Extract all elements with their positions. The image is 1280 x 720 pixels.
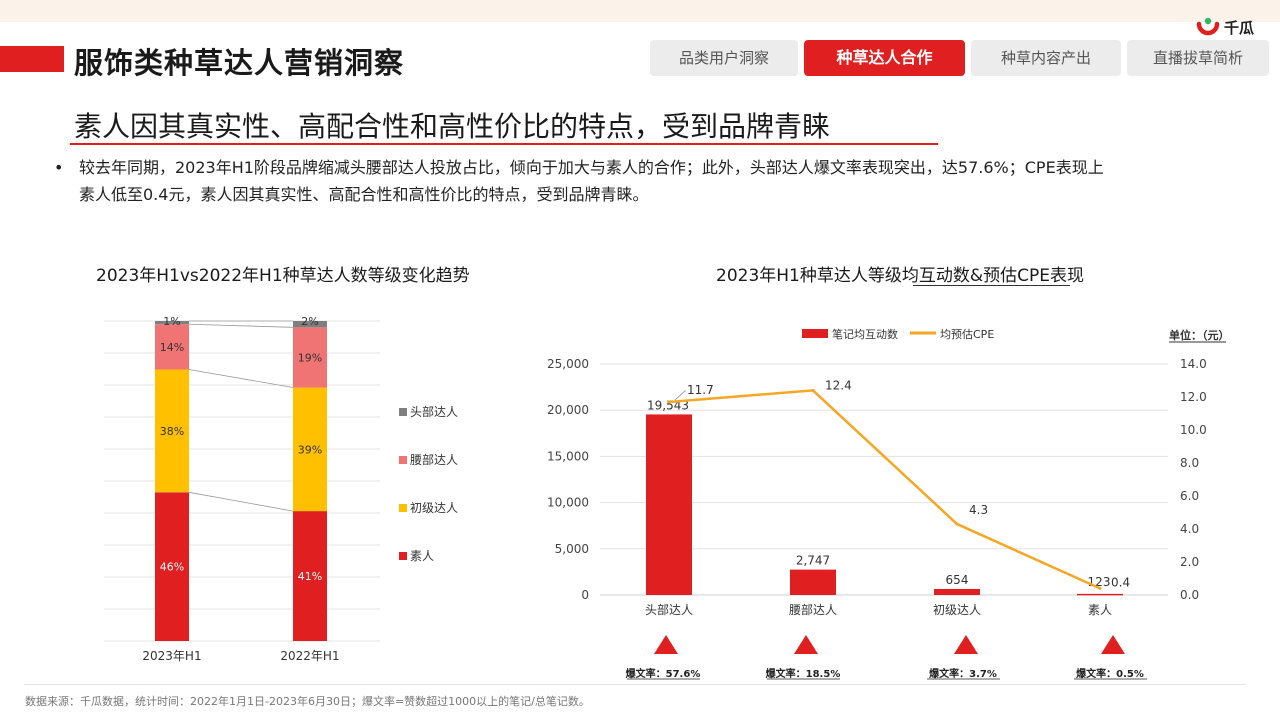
chart1-bar-segment	[293, 511, 327, 641]
bullet-text: 较去年同期，2023年H1阶段品牌缩减头腰部达人投放占比，倾向于加大与素人的合作…	[79, 158, 1104, 204]
chart2-y-right-tick-label: 6.0	[1180, 489, 1199, 503]
chart2-legend-label: 笔记均互动数	[832, 327, 898, 341]
chart1-connector-line	[188, 323, 294, 328]
bullet-dot: •	[54, 158, 64, 177]
chart2-y-left-tick-label: 20,000	[547, 403, 589, 417]
chart2-legend-swatch-bar	[802, 329, 828, 338]
burst-rate-label: 爆文率：0.5%	[1076, 667, 1144, 680]
headline-underline	[70, 143, 938, 145]
chart1-bar-segment	[155, 321, 189, 325]
chart1-connector-line	[188, 369, 294, 388]
chart1-bar-segment	[155, 492, 189, 641]
logo-text: 千瓜	[1224, 18, 1255, 37]
tab-content-output[interactable]: 种草内容产出	[971, 40, 1121, 76]
chart1-legend-label: 腰部达人	[410, 452, 458, 467]
chart2-bar	[1077, 593, 1123, 596]
chart2-y-right-tick-label: 0.0	[1180, 588, 1199, 602]
burst-rate-label: 爆文率：3.7%	[929, 667, 997, 680]
chart2-bar	[934, 588, 980, 595]
footer-source: 数据来源：千瓜数据，统计时间：2022年1月1日-2023年6月30日；爆文率=…	[25, 695, 590, 708]
chart1-data-label: 14%	[160, 341, 184, 354]
chart1-legend-label: 素人	[410, 549, 434, 563]
chart1-data-label: 38%	[160, 425, 184, 438]
chart1-data-label: 1%	[163, 315, 180, 328]
chart1-x-tick-label: 2023年H1	[142, 649, 201, 663]
chart2-unit-label: 单位：（元）	[1169, 328, 1230, 342]
chart1-legend-swatch	[399, 552, 407, 560]
chart1-bar-segment	[155, 369, 189, 493]
chart1-legend-swatch	[399, 456, 407, 464]
chart2-cpe-point	[667, 400, 671, 404]
title-accent-bar	[0, 46, 64, 72]
qiangua-logo-icon	[1196, 17, 1220, 36]
chart1-bar-segment	[155, 324, 189, 370]
chart1-data-label: 39%	[298, 443, 322, 456]
footer-divider	[24, 684, 1246, 685]
burst-rate-triangle-icon	[654, 635, 678, 654]
chart2-cpe-value-label: 4.3	[969, 503, 988, 517]
chart2-y-left-tick-label: 25,000	[547, 357, 589, 371]
chart2-bar	[646, 414, 692, 595]
chart1-bar-segment	[293, 321, 327, 328]
chart2-y-right-tick-label: 12.0	[1180, 390, 1207, 404]
chart2-y-right-tick-label: 4.0	[1180, 522, 1199, 536]
page-title: 服饰类种草达人营销洞察	[74, 46, 405, 80]
tab-category-user-insight[interactable]: 品类用户洞察	[650, 40, 798, 76]
brand-logo: 千瓜	[1196, 14, 1254, 40]
chart2-y-left-tick-label: 15,000	[547, 449, 589, 463]
chart2-cpe-line	[668, 389, 1101, 590]
chart1-legend-swatch	[399, 504, 407, 512]
burst-rate-label: 爆文率：57.6%	[626, 667, 701, 680]
headline: 素人因其真实性、高配合性和高性价比的特点，受到品牌青睐	[74, 110, 831, 143]
chart1-x-tick-label: 2022年H1	[280, 649, 339, 663]
chart1-data-label: 19%	[298, 351, 322, 364]
stacked-bar-chart: 46% 38% 14% 1% 2023年H1 41% 39% 19% 2% 2022年H1 头部达人…	[104, 315, 458, 663]
chart1-bar-segment	[293, 387, 327, 512]
chart1-title: 2023年H1vs2022年H1种草达人数等级变化趋势	[96, 266, 470, 286]
combo-bar-line-chart: 0 5,000 10,000 15,000 20,000 25,000 0.0 2.0 4.0 6…	[547, 327, 1230, 680]
chart2-bar-value-label: 654	[946, 573, 969, 587]
chart2-y-right-tick-label: 10.0	[1180, 423, 1207, 437]
tab-kol-cooperation[interactable]: 种草达人合作	[804, 40, 965, 76]
chart2-x-tick-label: 初级达人	[933, 603, 981, 617]
chart2-y-right-tick-label: 14.0	[1180, 357, 1207, 371]
chart2-cpe-value-label: 0.4	[1111, 575, 1130, 589]
burst-rate-triangle-icon	[794, 635, 818, 654]
chart2-title: 2023年H1种草达人等级均互动数&预估CPE表现	[716, 266, 1084, 286]
chart1-legend-label: 初级达人	[410, 501, 458, 515]
chart2-cpe-point	[955, 522, 959, 526]
chart1-legend-label: 头部达人	[410, 404, 458, 419]
tab-livestream-analysis[interactable]: 直播拔草简析	[1127, 40, 1269, 76]
chart2-y-left-tick-label: 10,000	[547, 496, 589, 510]
chart2-cpe-point	[1098, 586, 1102, 590]
chart2-y-right-tick-label: 8.0	[1180, 456, 1199, 470]
chart2-cpe-value-label: 11.7	[687, 383, 714, 397]
chart1-legend-swatch	[399, 408, 407, 416]
chart1-bar-segment	[293, 327, 327, 388]
chart1-data-label: 46%	[160, 561, 184, 574]
chart2-x-tick-label: 素人	[1088, 603, 1112, 617]
chart1-connector-line	[188, 491, 294, 512]
top-band	[0, 0, 1280, 22]
chart2-title-underline	[913, 285, 1070, 286]
chart2-bar	[790, 569, 836, 595]
chart2-y-right-tick-label: 2.0	[1180, 555, 1199, 569]
chart2-y-left-tick-label: 0	[581, 588, 589, 602]
chart1-data-label: 41%	[298, 570, 322, 583]
chart2-y-left-tick-label: 5,000	[555, 542, 589, 556]
chart2-label-leader-line	[674, 390, 686, 401]
burst-rate-label: 爆文率：18.5%	[766, 667, 841, 680]
chart2-legend-label: 均预估CPE	[940, 328, 994, 341]
chart2-cpe-value-label: 12.4	[825, 378, 852, 392]
burst-rate-triangle-icon	[954, 635, 978, 654]
chart2-x-tick-label: 腰部达人	[789, 602, 837, 617]
chart2-cpe-point	[811, 388, 815, 392]
chart2-x-tick-label: 头部达人	[645, 602, 693, 617]
chart2-bar-value-label: 2,747	[796, 554, 830, 568]
chart1-data-label: 2%	[301, 315, 318, 328]
burst-rate-triangle-icon	[1101, 635, 1125, 654]
